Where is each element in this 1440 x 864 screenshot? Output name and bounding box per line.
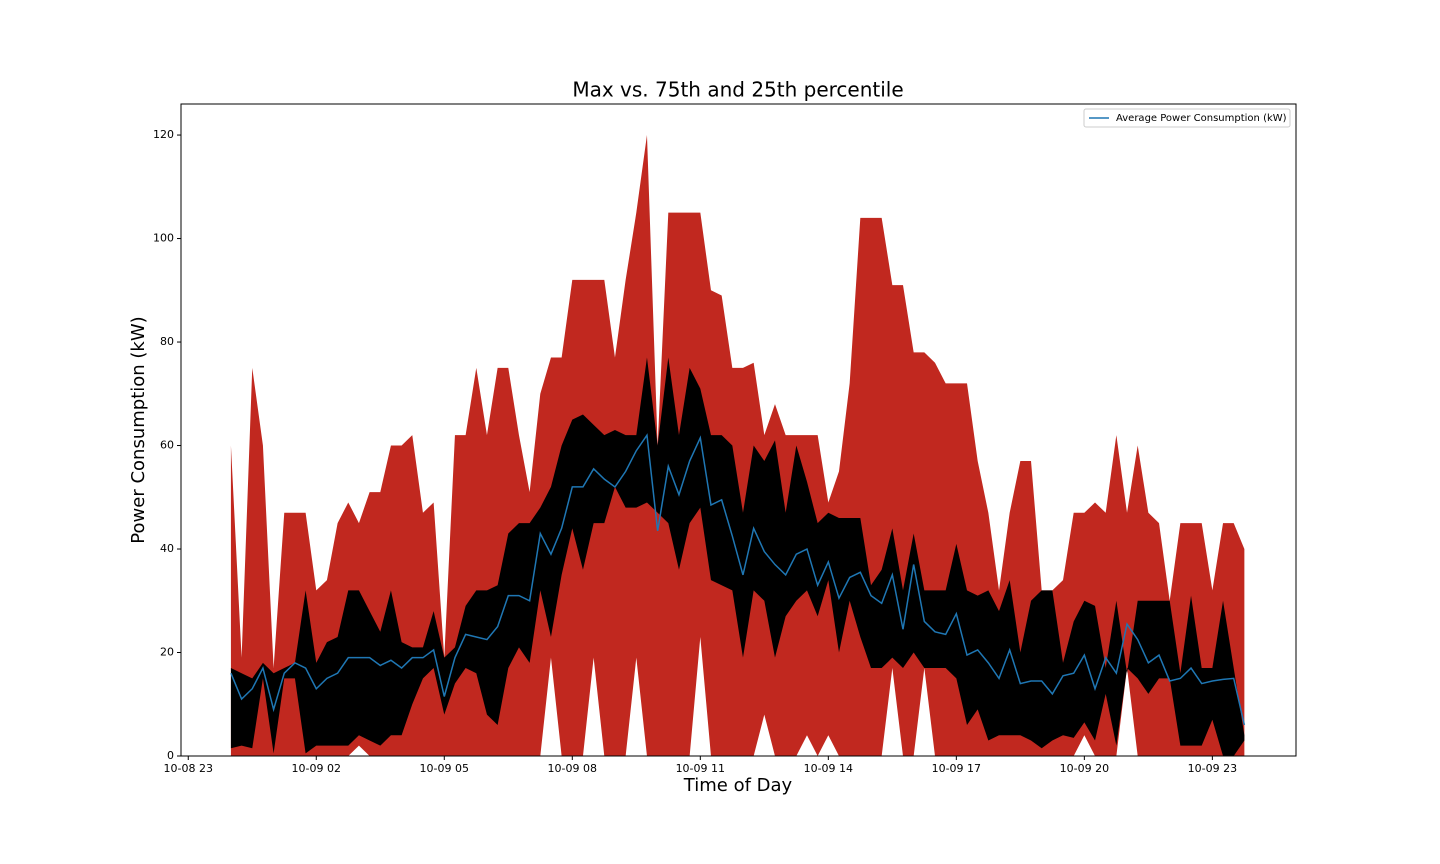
y-tick-label: 60 [160, 439, 174, 452]
x-tick-label: 10-09 02 [292, 762, 341, 775]
y-axis-label: Power Consumption (kW) [128, 316, 149, 543]
legend-box [1083, 108, 1291, 128]
y-tick-label: 20 [160, 646, 174, 659]
x-tick-label: 10-09 05 [420, 762, 469, 775]
legend: Average Power Consumption (kW) [1083, 108, 1291, 128]
y-tick-label: 100 [153, 232, 174, 245]
y-tick-label: 0 [167, 749, 174, 762]
x-tick-label: 10-09 20 [1060, 762, 1109, 775]
y-tick-label: 40 [160, 542, 174, 555]
legend-label: Average Power Consumption (kW) [1116, 113, 1287, 124]
y-tick-label: 80 [160, 335, 174, 348]
plot-frame [180, 103, 1297, 757]
x-tick-label: 10-09 08 [548, 762, 597, 775]
x-axis-label: Time of Day [683, 775, 793, 796]
x-tick-label: 10-08 23 [164, 762, 213, 775]
x-tick-label: 10-09 17 [932, 762, 981, 775]
y-tick-label: 120 [153, 128, 174, 141]
x-tick-label: 10-09 23 [1188, 762, 1237, 775]
x-tick-label: 10-09 11 [676, 762, 725, 775]
average-line [230, 433, 1246, 726]
chart-title: Max vs. 75th and 25th percentile [572, 78, 903, 102]
x-tick-label: 10-09 14 [804, 762, 853, 775]
